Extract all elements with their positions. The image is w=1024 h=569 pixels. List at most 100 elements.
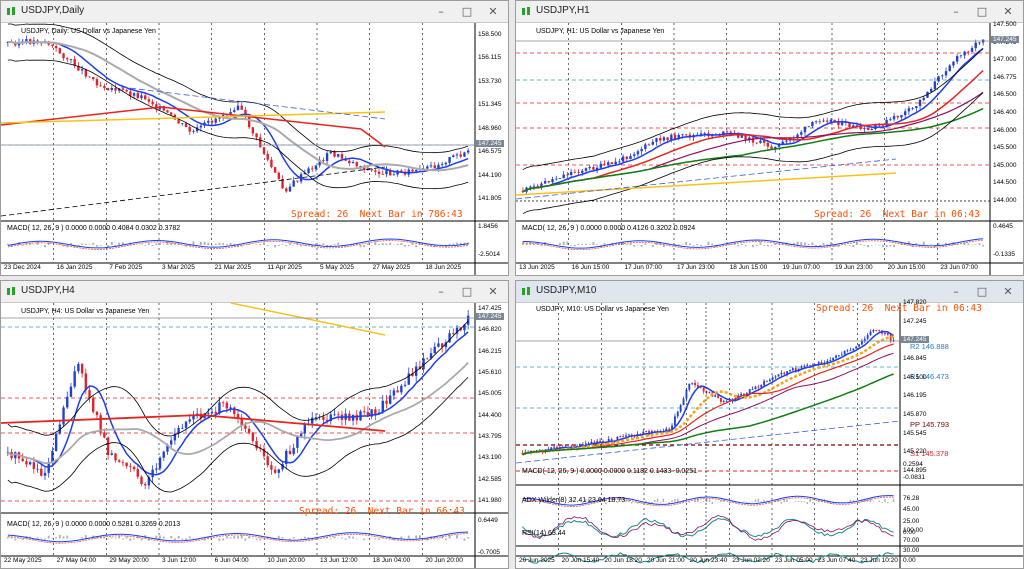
candle-body — [807, 126, 810, 128]
candle-body — [233, 110, 236, 112]
chart-window-h4[interactable]: USDJPY,H4 – □ ✕ USDJPY, H4: US Dollar vs… — [0, 280, 509, 569]
minimize-button[interactable]: – — [438, 285, 444, 298]
candle-body — [755, 142, 758, 144]
candle-body — [892, 340, 895, 341]
candle-body — [774, 376, 777, 378]
candle-body — [207, 413, 210, 414]
candle-body — [796, 134, 799, 138]
minimize-button[interactable]: – — [953, 5, 959, 18]
candle-body — [110, 87, 113, 90]
maximize-button[interactable]: □ — [976, 285, 988, 298]
candle-body — [806, 364, 809, 366]
spread-label: Spread: 26 Next Bar in 06:43 — [816, 303, 982, 314]
current-price-marker: 147.245 — [476, 313, 504, 320]
close-button[interactable]: ✕ — [1003, 285, 1013, 298]
maximize-button[interactable]: □ — [976, 5, 988, 18]
candle-body — [329, 151, 332, 154]
candle-body — [812, 364, 814, 366]
candle-body — [40, 468, 43, 476]
macd-signal-line — [7, 240, 469, 250]
candle-body — [99, 85, 102, 87]
candle-body — [314, 417, 318, 419]
window-title: USDJPY,Daily — [21, 5, 85, 16]
candle-body — [937, 76, 940, 82]
candle-body — [581, 444, 584, 446]
indicator-tick-label: 1.8456 — [478, 223, 498, 230]
current-price-marker: 147.245 — [476, 140, 504, 147]
candle-body — [685, 389, 688, 399]
moving-average-line — [522, 373, 894, 456]
time-tick-label: 18 Jun 2025 — [425, 264, 462, 271]
spread-label: Spread: 26 Next Bar in 66:43 — [299, 506, 465, 517]
candle-body — [889, 335, 892, 341]
candle-body — [463, 324, 466, 331]
candle-body — [162, 451, 165, 458]
close-button[interactable]: ✕ — [488, 285, 498, 298]
candle-body — [418, 366, 422, 370]
candle-body — [381, 173, 384, 175]
candle-body — [281, 464, 284, 470]
moving-average-line — [522, 330, 894, 456]
price-chart[interactable] — [1, 303, 508, 568]
rsi-line — [522, 552, 894, 564]
time-tick-label: 6 Jun 04:00 — [214, 557, 249, 564]
macd-signal-line — [7, 533, 469, 544]
bollinger-band-line — [7, 23, 469, 154]
close-button[interactable]: ✕ — [488, 5, 498, 18]
maximize-button[interactable]: □ — [461, 285, 473, 298]
candle-body — [835, 355, 837, 358]
candle-body — [896, 116, 899, 118]
candle-body — [355, 162, 358, 167]
candle-body — [125, 462, 128, 467]
candle-body — [532, 185, 536, 187]
candle-body — [199, 413, 203, 419]
candle-body — [240, 105, 243, 110]
candle-body — [247, 116, 251, 128]
chart-window-h1[interactable]: USDJPY,H1 – □ ✕ USDJPY, H1: US Dollar vs… — [515, 0, 1024, 276]
time-tick-label: 16 Jan 2025 — [56, 264, 93, 271]
price-chart[interactable] — [516, 303, 1023, 568]
window-titlebar[interactable]: USDJPY,M10 – □ ✕ — [516, 281, 1023, 303]
candle-body — [849, 350, 852, 352]
candle-body — [625, 435, 627, 437]
candle-body — [547, 181, 551, 183]
candle-body — [169, 440, 173, 445]
candle-body — [218, 117, 221, 119]
close-button[interactable]: ✕ — [1003, 5, 1013, 18]
candle-body — [80, 69, 84, 71]
candle-body — [722, 131, 725, 136]
chart-window-daily[interactable]: USDJPY,Daily – □ ✕ USDJPY, Daily: US Dol… — [0, 0, 509, 276]
price-tick-label: 151.345 — [478, 101, 502, 109]
candle-body — [444, 342, 448, 348]
candle-body — [614, 161, 617, 165]
maximize-button[interactable]: □ — [461, 5, 473, 18]
price-chart[interactable] — [1, 23, 508, 275]
price-chart[interactable] — [516, 23, 1023, 275]
price-tick-label: 144.500 — [993, 179, 1017, 187]
candle-body — [688, 383, 691, 390]
price-tick-label: 148.960 — [478, 124, 502, 132]
candle-body — [915, 106, 918, 109]
candle-body — [766, 142, 770, 147]
candle-body — [783, 372, 786, 374]
candle-body — [763, 381, 766, 385]
chart-window-m10[interactable]: USDJPY,M10 – □ ✕ USDJPY, M10: US Dollar … — [515, 280, 1024, 569]
bollinger-band-line — [7, 59, 469, 190]
time-tick-label: 3 Jun 12:00 — [162, 557, 196, 564]
candle-body — [694, 382, 696, 386]
candle-body — [389, 169, 392, 176]
minimize-button[interactable]: – — [438, 5, 444, 18]
trend-line — [200, 414, 386, 432]
window-titlebar[interactable]: USDJPY,Daily – □ ✕ — [1, 1, 508, 23]
window-titlebar[interactable]: USDJPY,H1 – □ ✕ — [516, 1, 1023, 23]
price-tick-label: 146.845 — [903, 355, 927, 362]
candle-body — [195, 127, 199, 132]
window-titlebar[interactable]: USDJPY,H4 – □ ✕ — [1, 281, 508, 303]
candle-body — [155, 468, 158, 470]
minimize-button[interactable]: – — [953, 285, 959, 298]
candle-body — [673, 134, 677, 140]
price-tick-label: 153.730 — [478, 77, 502, 85]
candle-body — [251, 432, 255, 442]
candle-body — [132, 466, 136, 470]
candle-body — [584, 168, 588, 171]
